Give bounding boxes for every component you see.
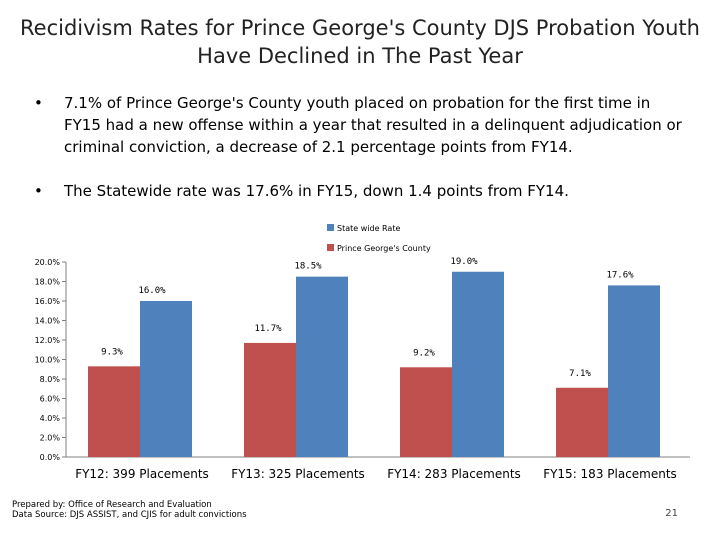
bar xyxy=(88,366,140,457)
y-tick-label: 16.0% xyxy=(35,297,61,306)
data-label: 11.7% xyxy=(254,324,282,334)
bullet-list: • 7.1% of Prince George's County youth p… xyxy=(34,92,684,224)
y-tick-label: 10.0% xyxy=(35,356,61,365)
data-label: 7.1% xyxy=(569,369,591,379)
y-tick-label: 12.0% xyxy=(35,336,61,345)
bullet-text: The Statewide rate was 17.6% in FY15, do… xyxy=(64,182,569,200)
bar xyxy=(244,342,296,457)
page-number: 21 xyxy=(665,508,678,519)
legend-swatch xyxy=(327,224,334,231)
title-line-1: Recidivism Rates for Prince George's Cou… xyxy=(20,16,700,40)
x-category-label: FY15: 183 Placements xyxy=(543,467,677,481)
y-tick-label: 14.0% xyxy=(35,317,61,326)
y-tick-label: 0.0% xyxy=(40,453,61,462)
data-label: 18.5% xyxy=(294,262,322,272)
y-tick-label: 4.0% xyxy=(40,414,61,423)
data-label: 17.6% xyxy=(606,270,634,280)
y-tick-label: 6.0% xyxy=(40,395,61,404)
x-category-label: FY12: 399 Placements xyxy=(75,467,209,481)
y-tick-label: 8.0% xyxy=(40,375,61,384)
recidivism-bar-chart: 0.0% 2.0% 4.0% 6.0% 8.0% 10.0% 12.0% 14.0% 16.0%… xyxy=(35,224,690,481)
bar xyxy=(400,367,452,457)
footer-prepared-by: Prepared by: Office of Research and Eval… xyxy=(12,500,212,510)
bar xyxy=(556,387,608,457)
data-label: 9.2% xyxy=(413,348,435,358)
bullet-item: • The Statewide rate was 17.6% in FY15, … xyxy=(34,180,684,202)
bullet-marker: • xyxy=(34,94,43,112)
data-label: 9.3% xyxy=(101,347,123,357)
data-label: 16.0% xyxy=(138,286,166,296)
footer-data-source: Data Source: DJS ASSIST, and CJIS for ad… xyxy=(12,510,247,520)
bar xyxy=(296,276,348,457)
slide-title: Recidivism Rates for Prince George's Cou… xyxy=(20,14,700,70)
bar xyxy=(452,271,504,457)
footer-source: Prepared by: Office of Research and Eval… xyxy=(12,500,247,520)
y-tick-label: 18.0% xyxy=(35,278,61,287)
bar xyxy=(140,301,192,457)
bullet-marker: • xyxy=(34,182,43,200)
bullet-text: 7.1% of Prince George's County youth pla… xyxy=(64,94,682,156)
legend-label: State wide Rate xyxy=(337,224,400,233)
bar xyxy=(608,285,660,457)
legend-swatch xyxy=(327,244,334,251)
y-tick-label: 20.0% xyxy=(35,258,61,267)
title-line-2: Have Declined in The Past Year xyxy=(197,44,523,68)
bullet-item: • 7.1% of Prince George's County youth p… xyxy=(34,92,684,158)
y-tick-label: 2.0% xyxy=(40,434,61,443)
x-category-label: FY13: 325 Placements xyxy=(231,467,365,481)
data-label: 19.0% xyxy=(450,257,478,267)
legend-label: Prince George's County xyxy=(337,244,431,253)
x-category-label: FY14: 283 Placements xyxy=(387,467,521,481)
